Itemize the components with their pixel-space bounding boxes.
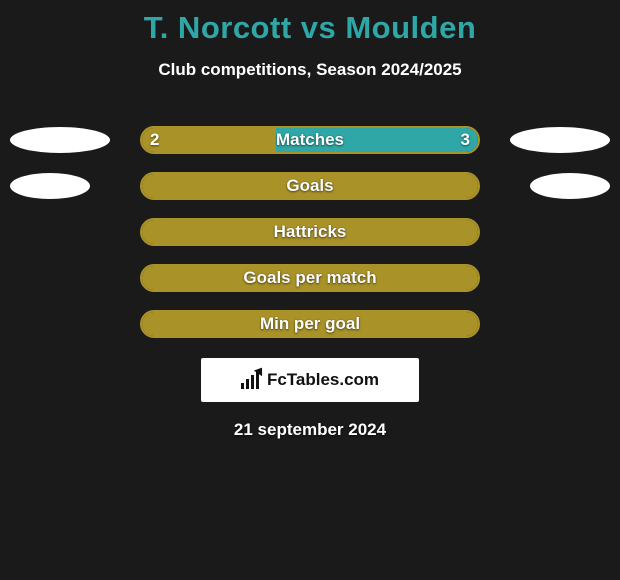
logo-card: FcTables.com xyxy=(201,358,419,402)
stat-bar-left-fill xyxy=(142,128,276,152)
logo: FcTables.com xyxy=(241,370,379,390)
stat-row: Goals xyxy=(0,172,620,202)
stat-row: Goals per match xyxy=(0,264,620,294)
stat-row: Matches23 xyxy=(0,126,620,156)
player-right-marker xyxy=(510,127,610,153)
stat-bar-right-fill xyxy=(310,266,478,290)
stat-value-left: 2 xyxy=(150,126,159,154)
stat-rows: Matches23GoalsHattricksGoals per matchMi… xyxy=(0,126,620,340)
stat-bar-track xyxy=(140,310,480,338)
subtitle: Club competitions, Season 2024/2025 xyxy=(0,60,620,80)
page-title: T. Norcott vs Moulden xyxy=(0,10,620,46)
stat-bar-track xyxy=(140,172,480,200)
stat-bar-left-fill xyxy=(142,174,310,198)
stat-bar-track xyxy=(140,126,480,154)
comparison-infographic: T. Norcott vs Moulden Club competitions,… xyxy=(0,0,620,580)
stat-bar-left-fill xyxy=(142,220,310,244)
stat-bar-track xyxy=(140,264,480,292)
stat-bar-right-fill xyxy=(310,220,478,244)
stat-bar-right-fill xyxy=(310,174,478,198)
stat-bar-right-fill xyxy=(310,312,478,336)
stat-bar-left-fill xyxy=(142,266,310,290)
stat-bar-right-fill xyxy=(276,128,478,152)
player-left-marker xyxy=(10,173,90,199)
player-right-marker xyxy=(530,173,610,199)
logo-text: FcTables.com xyxy=(267,370,379,390)
stat-row: Min per goal xyxy=(0,310,620,340)
player-left-marker xyxy=(10,127,110,153)
date-label: 21 september 2024 xyxy=(0,420,620,440)
stat-bar-left-fill xyxy=(142,312,310,336)
stat-bar-track xyxy=(140,218,480,246)
stat-value-right: 3 xyxy=(461,126,470,154)
bar-chart-icon xyxy=(241,371,263,389)
stat-row: Hattricks xyxy=(0,218,620,248)
